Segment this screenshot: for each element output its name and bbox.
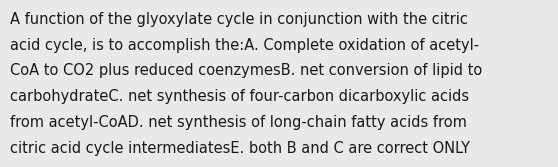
Text: from acetyl-CoAD. net synthesis of long-chain fatty acids from: from acetyl-CoAD. net synthesis of long-… bbox=[10, 115, 467, 130]
Text: carbohydrateC. net synthesis of four-carbon dicarboxylic acids: carbohydrateC. net synthesis of four-car… bbox=[10, 89, 469, 104]
Text: CoA to CO2 plus reduced coenzymesB. net conversion of lipid to: CoA to CO2 plus reduced coenzymesB. net … bbox=[10, 63, 482, 78]
Text: acid cycle, is to accomplish the:A. Complete oxidation of acetyl-: acid cycle, is to accomplish the:A. Comp… bbox=[10, 38, 479, 53]
Text: A function of the glyoxylate cycle in conjunction with the citric: A function of the glyoxylate cycle in co… bbox=[10, 12, 468, 27]
Text: citric acid cycle intermediatesE. both B and C are correct ONLY: citric acid cycle intermediatesE. both B… bbox=[10, 141, 470, 156]
